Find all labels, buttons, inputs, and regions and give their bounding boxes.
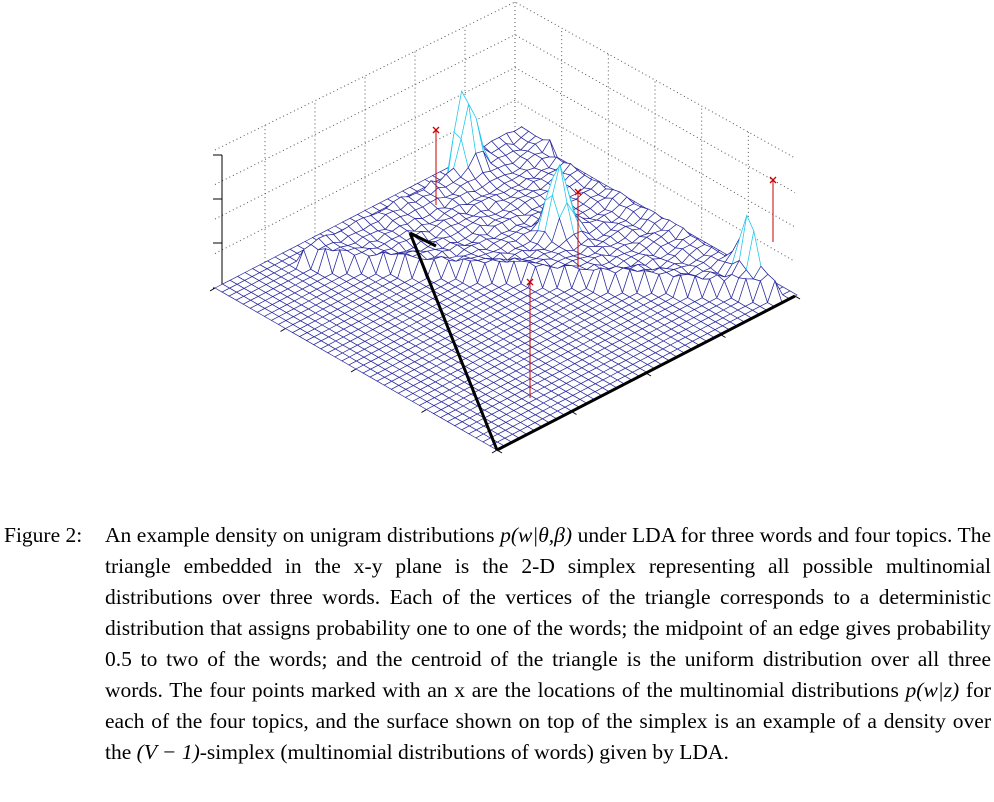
simplex-edge [409,231,437,248]
x-axis-tick [421,409,427,413]
caption-segment: -simplex (multinomial distributions of w… [199,740,729,764]
density-surface-mesh [214,90,798,451]
simplex-edge [408,232,499,451]
simplex-edge [496,294,796,452]
caption-math: p(w|z) [905,678,960,702]
box-top-edge [214,1,796,159]
density-surface-figure [209,1,801,454]
caption-segment: under LDA for three words and four topic… [105,523,991,702]
caption-segment: for each of the four topics, and the sur… [105,678,991,764]
simplex-triangle [408,231,796,452]
box-gridline [214,66,796,228]
topic-x-marker [526,278,534,286]
topic-x-marker [574,188,582,196]
y-axis-tick [794,295,801,300]
x-axis-tick [491,449,498,454]
topic-x-marker [769,176,777,184]
x-axis-tick [280,328,286,332]
caption-text: An example density on unigram distributi… [105,520,991,768]
topic-peaks [432,126,777,398]
x-axis-tick [350,368,357,373]
box-gridline [214,99,796,262]
axis-box [209,1,801,454]
topic-x-marker [432,126,440,134]
caption-math: p(w|θ,β) [500,523,573,547]
caption-segment: An example density on unigram distributi… [105,523,501,547]
figure-label: Figure 2: [4,523,83,547]
caption-math: (V − 1) [136,740,200,764]
x-axis-tick [209,287,216,292]
